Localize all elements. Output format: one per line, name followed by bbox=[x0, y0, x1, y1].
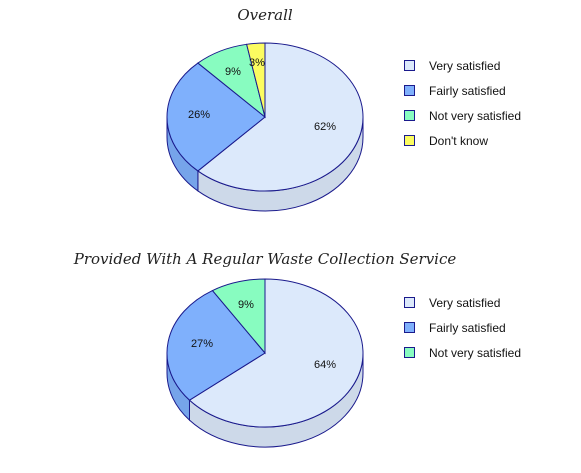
legend-item: Not very satisfied bbox=[404, 103, 521, 128]
pie-data-label: 26% bbox=[188, 109, 210, 121]
pie-slice bbox=[211, 278, 266, 355]
legend-label: Not very satisfied bbox=[429, 345, 522, 360]
pie-data-label: 62% bbox=[314, 121, 336, 133]
legend-item: Very satisfied bbox=[404, 53, 521, 78]
pie-slice bbox=[166, 289, 266, 401]
legend-label: Not very satisfied bbox=[429, 108, 522, 123]
pie-group: 64% 27% 9% bbox=[166, 278, 364, 448]
legend-item: Fairly satisfied bbox=[404, 78, 521, 103]
legend-label: Fairly satisfied bbox=[429, 320, 506, 335]
legend-swatch bbox=[404, 85, 415, 96]
pie-data-label: 9% bbox=[238, 299, 254, 311]
legend-label: Very satisfied bbox=[429, 295, 501, 310]
chart-title-waste-collection: Provided With A Regular Waste Collection… bbox=[73, 250, 457, 268]
legend-overall: Very satisfied Fairly satisfied Not very… bbox=[404, 53, 521, 153]
legend-swatch bbox=[404, 60, 415, 71]
pie-data-label: 3% bbox=[249, 57, 265, 69]
chart-title-overall: Overall bbox=[237, 6, 293, 24]
legend-label: Very satisfied bbox=[429, 58, 501, 73]
pie-data-label: 27% bbox=[191, 338, 213, 350]
pie-data-label: 64% bbox=[314, 359, 336, 371]
legend-swatch bbox=[404, 322, 415, 333]
pie-group: 62% 26% 9% 3% bbox=[166, 42, 364, 212]
legend-label: Fairly satisfied bbox=[429, 83, 506, 98]
pie-slice bbox=[166, 62, 266, 172]
legend-item: Very satisfied bbox=[404, 290, 521, 315]
pie-slice bbox=[197, 42, 364, 192]
legend-item: Don't know bbox=[404, 128, 521, 153]
legend-swatch bbox=[404, 110, 415, 121]
legend-item: Not very satisfied bbox=[404, 340, 521, 365]
pie-slice bbox=[188, 278, 364, 428]
legend-waste-collection: Very satisfied Fairly satisfied Not very… bbox=[404, 290, 521, 365]
legend-swatch bbox=[404, 135, 415, 146]
pie-data-label: 9% bbox=[225, 66, 241, 78]
legend-swatch bbox=[404, 297, 415, 308]
legend-item: Fairly satisfied bbox=[404, 315, 521, 340]
pie-slice bbox=[246, 42, 266, 118]
legend-label: Don't know bbox=[429, 133, 488, 148]
legend-swatch bbox=[404, 347, 415, 358]
